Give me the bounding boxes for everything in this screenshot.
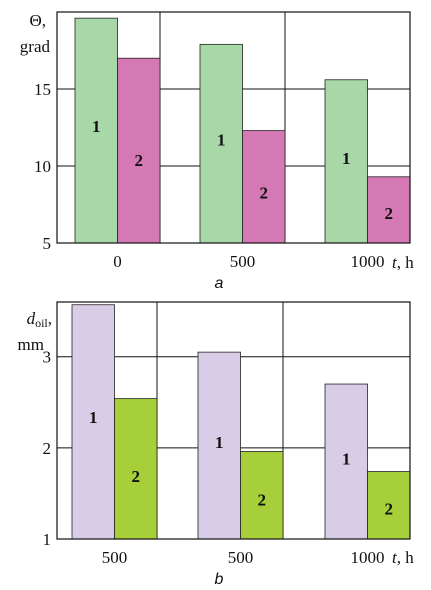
bar-series-2: [240, 451, 284, 540]
tick-labels: 5 10 15 0 500 1000: [34, 80, 385, 271]
y-axis-label-line1: Θ,: [29, 11, 46, 30]
x-tick-label: 500: [230, 252, 256, 271]
bar-series-2: [114, 398, 158, 540]
tick-labels: 1 2 3 500 500 1000: [43, 348, 385, 567]
bar-series-label: 2: [132, 467, 141, 486]
y-axis-label-line2: grad: [20, 37, 51, 56]
x-axis-label: t, h: [392, 253, 414, 272]
x-axis-label: t, h: [392, 548, 414, 567]
chart-panel-b: 1 2 1 2 1 2 1 2 3 500 500 1000 doil, mm t, h b: [18, 301, 414, 588]
bar-series-label: 2: [258, 491, 267, 510]
bar-series-label: 2: [385, 204, 394, 223]
bar-series-label: 1: [92, 117, 101, 136]
x-tick-label: 1000: [351, 252, 385, 271]
y-tick-label: 5: [43, 234, 52, 253]
bar-series-label: 1: [217, 131, 226, 150]
bars: 1 2 1 2 1 2: [71, 304, 411, 540]
x-tick-label: 500: [228, 548, 254, 567]
plot-frame: [56, 301, 411, 540]
bar-series-label: 2: [385, 500, 394, 519]
bar-series-2: [367, 471, 411, 540]
y-tick-label: 3: [43, 348, 52, 367]
y-tick-label: 1: [43, 530, 52, 549]
bar-series-label: 2: [135, 151, 144, 170]
bars: 1 2 1 2 1 2: [74, 17, 411, 244]
y-tick-label: 15: [34, 80, 51, 99]
chart-panel-a: 1 2 1 2 1 2 5 10 15 0 500 1000 Θ, grad t, h a: [20, 11, 414, 292]
x-tick-label: 500: [102, 548, 128, 567]
panel-label-b: b: [215, 571, 224, 588]
y-tick-label: 2: [43, 439, 52, 458]
panel-label-a: a: [215, 275, 224, 292]
bar-series-1: [199, 43, 243, 244]
y-axis-label-line2: mm: [18, 335, 44, 354]
x-tick-label: 1000: [351, 548, 385, 567]
bar-series-2: [367, 176, 411, 244]
bar-series-label: 2: [260, 183, 269, 202]
bar-series-label: 1: [215, 433, 224, 452]
plot-frame: [56, 11, 411, 244]
bar-series-label: 1: [342, 449, 351, 468]
bar-series-label: 1: [342, 149, 351, 168]
x-tick-label: 0: [113, 252, 122, 271]
bar-series-2: [242, 130, 286, 244]
y-axis-label-line1: doil,: [27, 309, 52, 330]
bar-series-1: [74, 17, 118, 244]
bar-series-1: [324, 79, 368, 244]
bar-series-1: [197, 351, 241, 540]
bar-series-label: 1: [89, 408, 98, 427]
y-tick-label: 10: [34, 157, 51, 176]
